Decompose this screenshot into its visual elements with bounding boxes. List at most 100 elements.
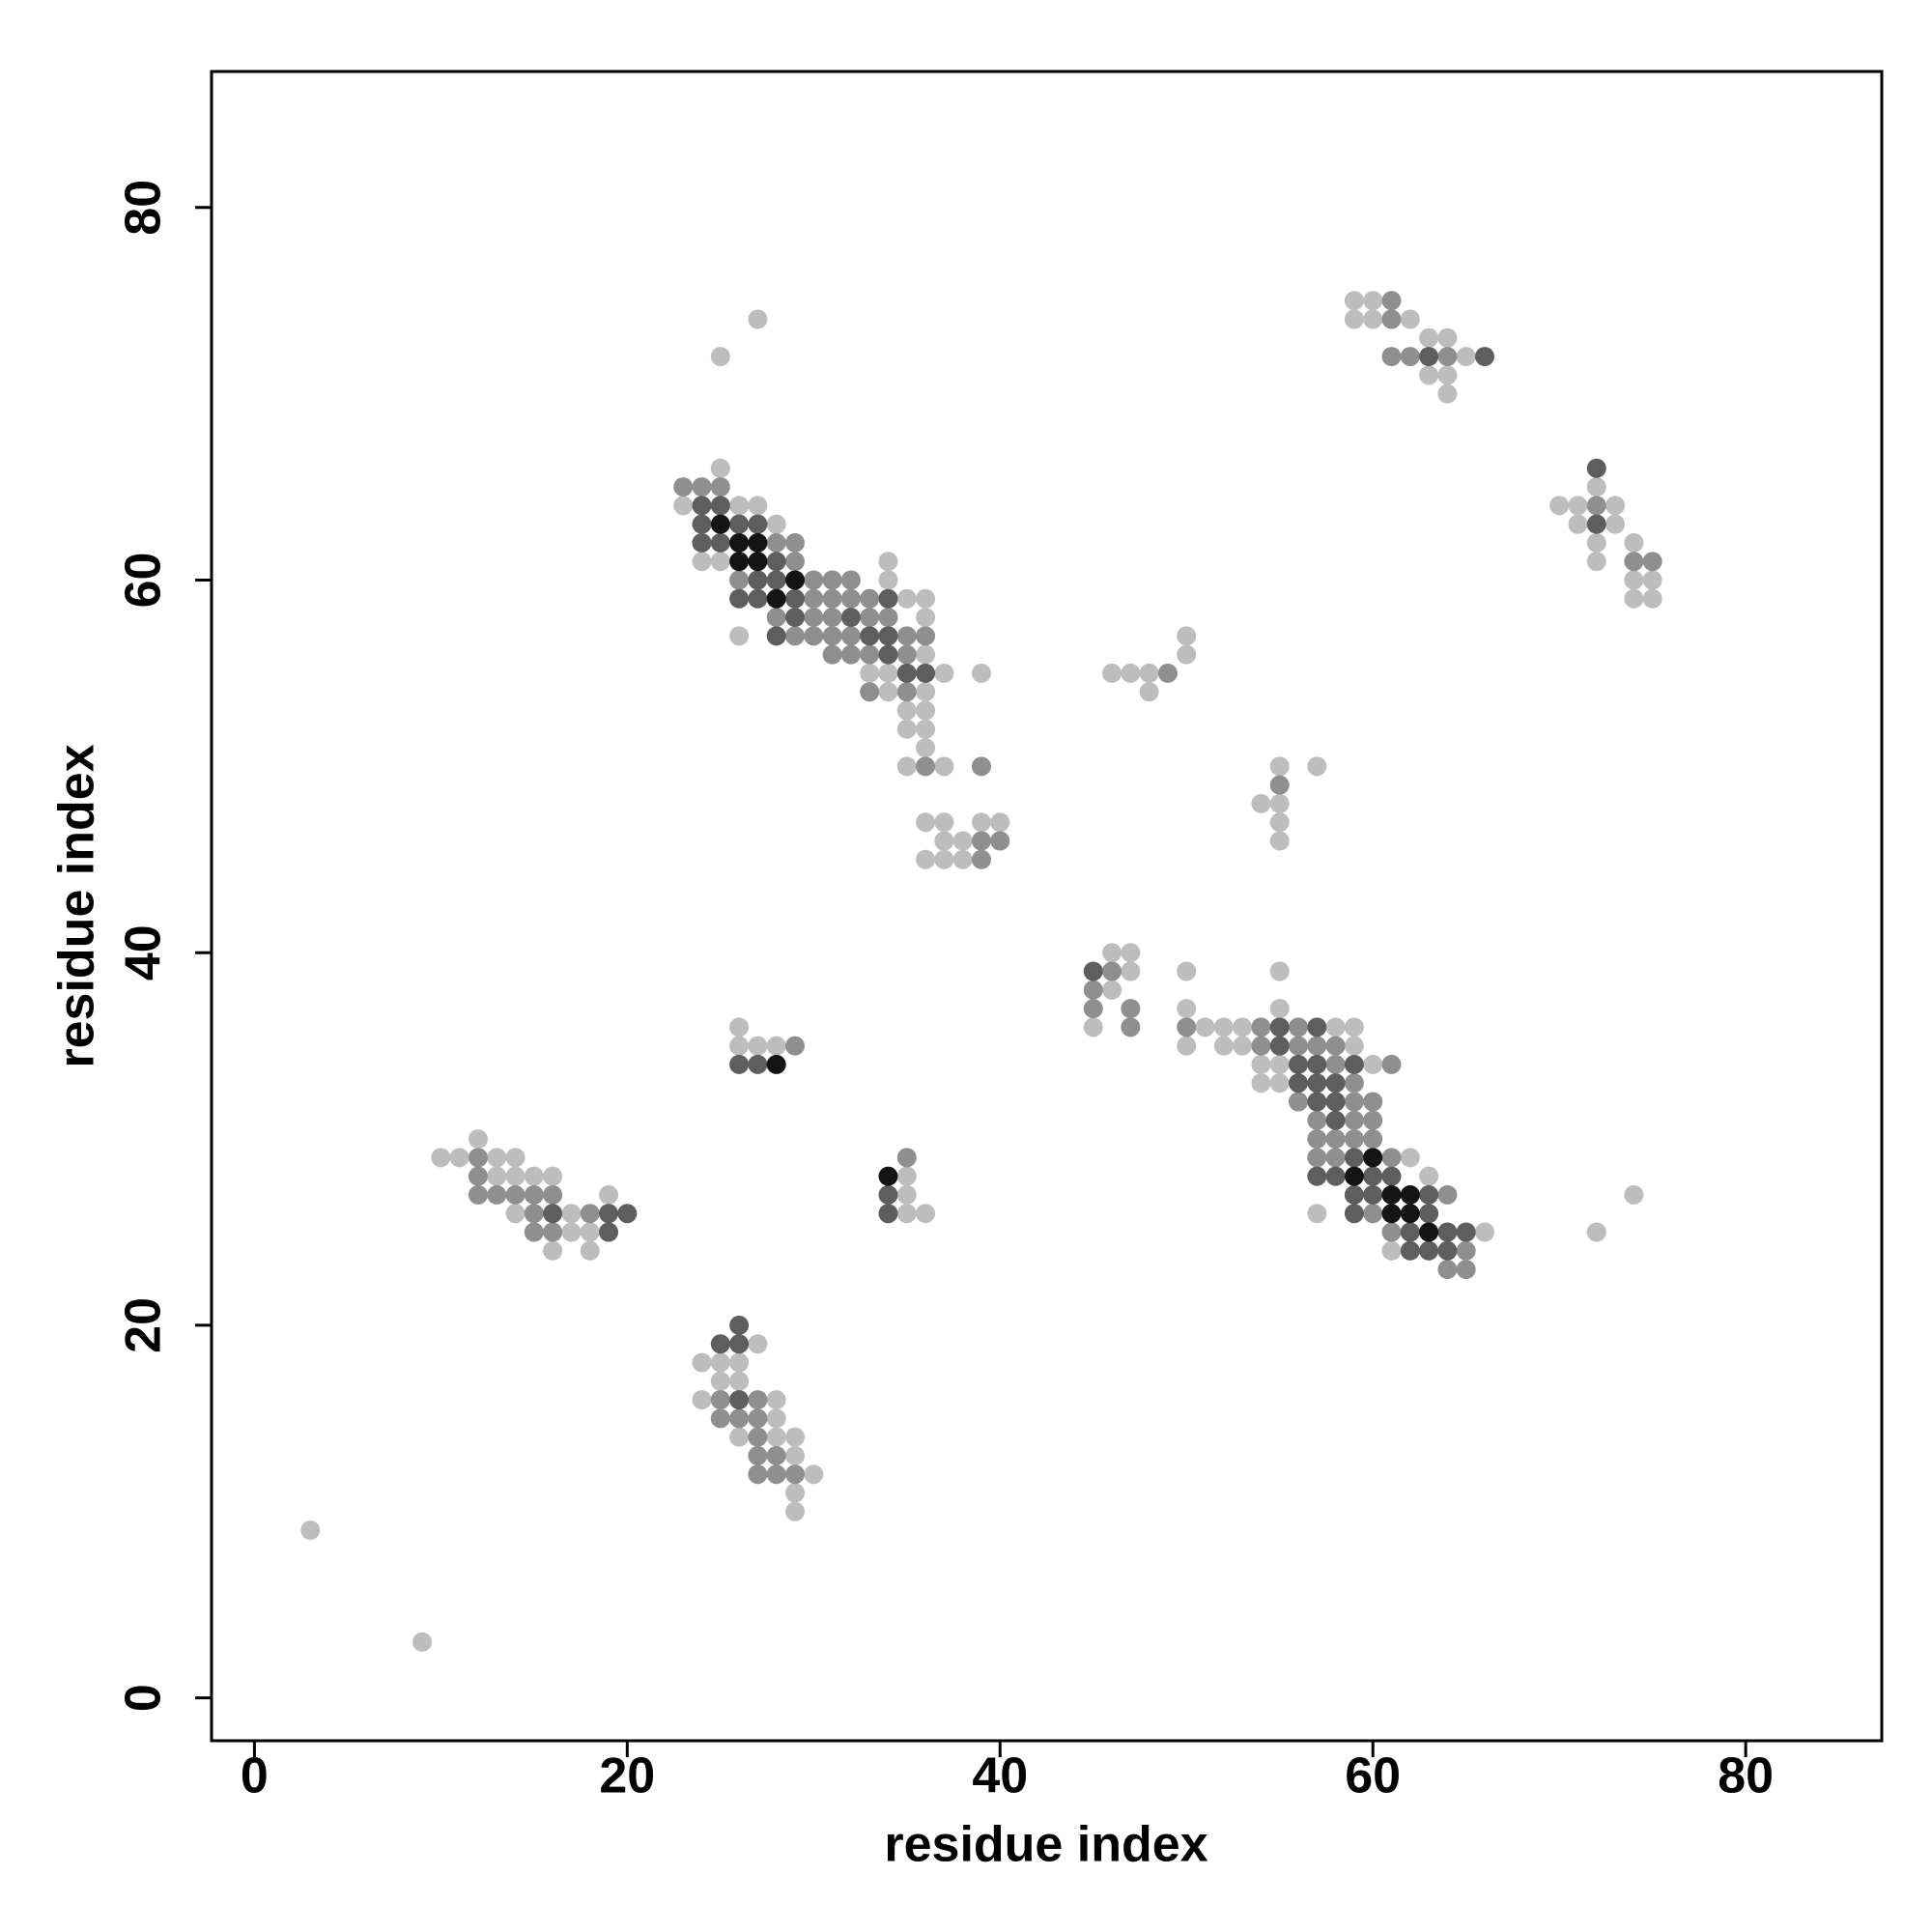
point	[1102, 943, 1122, 963]
point	[1642, 570, 1662, 590]
point	[412, 1632, 433, 1652]
point	[822, 588, 842, 609]
point	[784, 1464, 805, 1485]
point	[1363, 1166, 1383, 1186]
point	[766, 552, 786, 572]
point	[692, 532, 712, 553]
point	[1624, 532, 1644, 553]
point	[710, 532, 730, 553]
point	[1325, 1054, 1346, 1074]
point	[784, 570, 805, 590]
point	[878, 552, 898, 572]
point	[1363, 1184, 1383, 1205]
point	[692, 477, 712, 497]
point	[748, 1445, 768, 1465]
point	[729, 1427, 750, 1447]
point	[449, 1148, 469, 1168]
point	[524, 1222, 544, 1242]
x-axis-label: residue index	[884, 1817, 1208, 1873]
point	[1456, 347, 1476, 367]
point	[729, 1352, 750, 1373]
point	[916, 588, 936, 609]
point	[1269, 961, 1290, 981]
point	[971, 663, 991, 683]
point	[505, 1204, 526, 1224]
point	[896, 663, 917, 683]
point	[1344, 1073, 1364, 1094]
point	[1083, 961, 1103, 981]
point	[916, 608, 936, 628]
point	[543, 1166, 563, 1186]
point	[860, 626, 880, 646]
point	[860, 588, 880, 609]
point	[1642, 552, 1662, 572]
point	[1139, 682, 1159, 702]
point	[860, 608, 880, 628]
point	[1269, 1073, 1290, 1094]
point	[748, 309, 768, 329]
point	[1381, 1054, 1402, 1074]
point	[822, 570, 842, 590]
point	[916, 700, 936, 721]
point	[748, 1054, 768, 1074]
point	[896, 700, 917, 721]
point	[1307, 1148, 1327, 1168]
point	[710, 1334, 730, 1354]
point	[748, 588, 768, 609]
point	[468, 1129, 488, 1150]
point	[1121, 1017, 1141, 1037]
y-axis-label: residue index	[49, 744, 105, 1067]
point	[878, 570, 898, 590]
point	[766, 1054, 786, 1074]
point	[1419, 1184, 1439, 1205]
point	[1269, 756, 1290, 777]
point	[543, 1184, 563, 1205]
point	[952, 831, 973, 851]
point	[860, 663, 880, 683]
point	[784, 532, 805, 553]
point	[1363, 1129, 1383, 1150]
point	[692, 1352, 712, 1373]
point	[916, 738, 936, 758]
point	[896, 756, 917, 777]
point	[896, 588, 917, 609]
point	[692, 1390, 712, 1410]
point	[1325, 1148, 1346, 1168]
point	[878, 1204, 898, 1224]
point	[1269, 1017, 1290, 1037]
point	[971, 812, 991, 833]
point	[1251, 1073, 1271, 1094]
point	[1177, 1036, 1197, 1056]
point	[860, 644, 880, 665]
point	[692, 496, 712, 516]
point	[952, 849, 973, 869]
point	[1437, 1260, 1458, 1280]
point	[916, 682, 936, 702]
point	[804, 626, 824, 646]
point	[1344, 1017, 1364, 1037]
point	[1344, 1092, 1364, 1112]
point	[916, 719, 936, 739]
point	[468, 1148, 488, 1168]
point	[1289, 1036, 1309, 1056]
point	[561, 1222, 582, 1242]
point	[1344, 1110, 1364, 1130]
point	[804, 608, 824, 628]
point	[1381, 1240, 1402, 1261]
point	[896, 719, 917, 739]
point	[1325, 1036, 1346, 1056]
x-tick-label: 60	[1345, 1748, 1401, 1804]
point	[1289, 1073, 1309, 1094]
point	[822, 626, 842, 646]
point	[1344, 1166, 1364, 1186]
point	[710, 1390, 730, 1410]
point	[524, 1166, 544, 1186]
point	[766, 608, 786, 628]
point	[1102, 961, 1122, 981]
point	[766, 588, 786, 609]
point	[729, 1390, 750, 1410]
point	[1474, 347, 1494, 367]
point	[1289, 1054, 1309, 1074]
point	[1624, 570, 1644, 590]
point	[1363, 1092, 1383, 1112]
